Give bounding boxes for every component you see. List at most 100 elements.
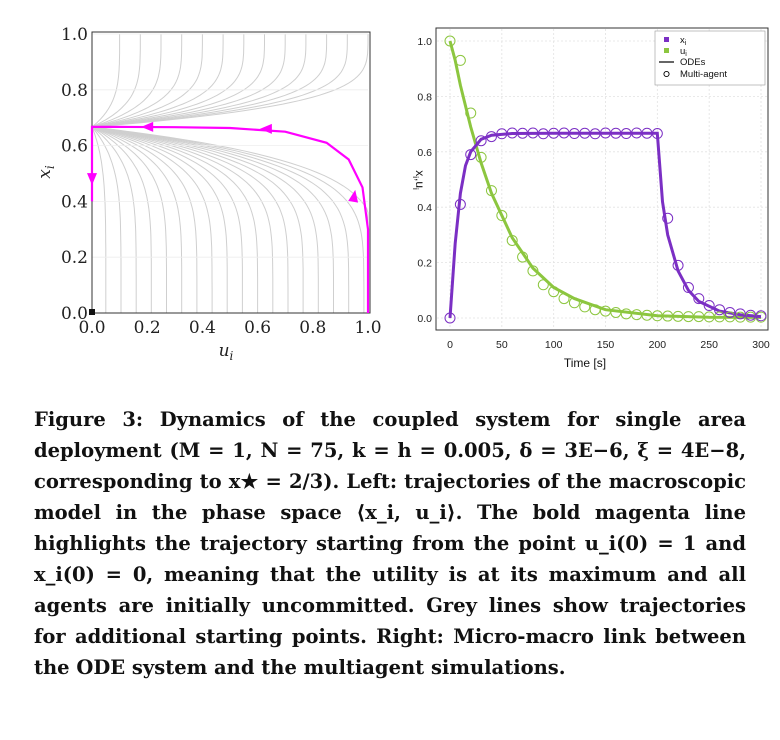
grey-trajectory-line	[91, 126, 122, 313]
grey-trajectory-line	[91, 126, 198, 313]
x-multi-agent-points	[444, 127, 767, 324]
grey-trajectory-line	[91, 34, 121, 128]
x-multi-agent-point	[714, 304, 726, 316]
u-multi-agent-point	[568, 297, 580, 309]
grey-trajectory-line	[91, 126, 243, 313]
x-axis-title: ui	[219, 341, 234, 363]
x-multi-agent-point	[734, 308, 746, 320]
u-multi-agent-point	[537, 279, 549, 291]
trajectory-arrowhead	[348, 189, 359, 203]
right-x-tick-labels: 0 50 100 150 200 250 300	[447, 339, 770, 351]
grey-trajectory-line	[91, 34, 328, 128]
phase-space-plot: 0.0 0.2 0.4 0.6 0.8 1.0 0.0 0.2 0.4 0.6 0.8 1.0 ui…	[35, 25, 382, 363]
legend-u-label: ui	[680, 46, 687, 58]
x-multi-agent-point	[454, 198, 466, 210]
grey-trajectories	[91, 33, 369, 313]
u-multi-agent-point	[600, 305, 611, 317]
caption-body: Dynamics of the coupled system for singl…	[34, 408, 746, 679]
u-multi-agent-point	[610, 306, 622, 318]
right-y-tick-labels: 0.0 0.2 0.4 0.6 0.8 1.0	[417, 36, 432, 325]
grey-trajectory-line	[91, 34, 245, 128]
grey-trajectory-line	[91, 126, 137, 313]
grey-trajectory-line	[91, 126, 289, 313]
grey-trajectory-line	[91, 126, 107, 313]
grey-trajectory-line	[91, 126, 334, 313]
x-tick-label: 200	[649, 339, 667, 351]
legend-multi-agent-label: Multi-agent	[680, 69, 727, 80]
figure-caption: Figure 3: Dynamics of the coupled system…	[34, 404, 746, 683]
legend-x-marker	[664, 37, 669, 42]
grey-trajectory-line	[91, 126, 228, 313]
grey-trajectory-line	[91, 126, 350, 313]
grey-trajectory-line	[91, 34, 307, 128]
u-multi-agent-point	[506, 234, 518, 246]
legend-x-label: xi	[680, 35, 687, 47]
x-multi-agent-point	[651, 128, 663, 140]
highlighted-trajectory	[90, 125, 370, 313]
grey-trajectory-line	[91, 126, 365, 313]
grey-trajectory-line	[91, 126, 274, 313]
x-ode-line	[448, 131, 762, 319]
legend-box	[654, 30, 766, 86]
y-tick-label: 0.4	[61, 192, 88, 212]
u-multi-agent-point	[465, 107, 477, 119]
grey-trajectory-line	[91, 34, 183, 128]
grey-trajectory-line	[91, 34, 286, 128]
u-multi-agent-point	[527, 265, 539, 277]
u-multi-agent-point	[444, 35, 456, 47]
x-multi-agent-point	[475, 135, 487, 147]
figure-3: 0.0 0.2 0.4 0.6 0.8 1.0 0.0 0.2 0.4 0.6 0.8 1.0 ui…	[35, 25, 770, 370]
x-tick-label: 0.8	[299, 318, 326, 338]
u-multi-agent-point	[517, 251, 529, 263]
x-tick-label: 1.0	[354, 318, 381, 338]
legend-u-marker	[664, 48, 669, 53]
x-tick-label: 250	[700, 339, 718, 351]
right-y-axis-title: xi,ui	[411, 170, 427, 190]
y-tick-label: 0.8	[61, 81, 88, 101]
y-tick-label: 0.2	[61, 248, 88, 268]
grey-trajectory-line	[91, 126, 183, 313]
x-multi-agent-point	[444, 312, 456, 324]
x-multi-agent-point	[465, 149, 477, 161]
u-multi-agent-point	[548, 286, 560, 298]
y-tick-label: 0.6	[61, 137, 88, 157]
x-tick-labels: 0.0 0.2 0.4 0.6 0.8 1.0	[78, 318, 381, 338]
grey-trajectory-line	[91, 34, 369, 128]
x-multi-agent-point	[682, 282, 694, 294]
legend: xi ui ODEs Multi-agent	[654, 30, 766, 86]
x-tick-label: 0	[447, 339, 453, 351]
grey-trajectory-line	[91, 34, 265, 128]
x-tick-label: 50	[496, 339, 508, 351]
x-multi-agent-point	[672, 259, 684, 271]
grey-trajectory-line	[91, 34, 162, 128]
grey-trajectory-line	[91, 126, 152, 313]
x-tick-label: 0.0	[78, 318, 105, 338]
x-tick-label: 300	[752, 339, 770, 351]
u-ode-line	[448, 40, 762, 319]
trajectory-arrows	[87, 121, 359, 203]
u-multi-agent-point	[579, 301, 591, 313]
x-multi-agent-point	[485, 131, 497, 143]
legend-multi-agent-marker	[663, 70, 670, 78]
x-multi-agent-point	[755, 310, 767, 322]
trajectory-arrowhead	[141, 121, 154, 132]
y-tick-label: 1.0	[61, 25, 88, 45]
u-multi-agent-point	[558, 293, 570, 305]
grey-trajectory-line	[91, 126, 259, 313]
u-multi-agent-point	[485, 185, 497, 197]
u-multi-agent-point	[589, 304, 601, 316]
grey-trajectory-line	[91, 126, 369, 313]
u-multi-agent-points	[444, 35, 767, 323]
y-tick-label: 0.4	[417, 202, 432, 214]
left-plot-frame	[91, 31, 371, 314]
right-plot-frame	[435, 27, 769, 331]
x-multi-agent-point	[724, 306, 736, 318]
x-multi-agent-point	[693, 293, 705, 305]
x-tick-label: 150	[597, 339, 615, 351]
grey-trajectory-line	[91, 126, 319, 313]
y-axis-title: xi	[35, 165, 57, 179]
grey-trajectory-line	[91, 34, 224, 128]
u-multi-agent-point	[475, 151, 487, 163]
grey-trajectory-line	[91, 126, 213, 313]
y-tick-label: 0.0	[417, 313, 432, 325]
